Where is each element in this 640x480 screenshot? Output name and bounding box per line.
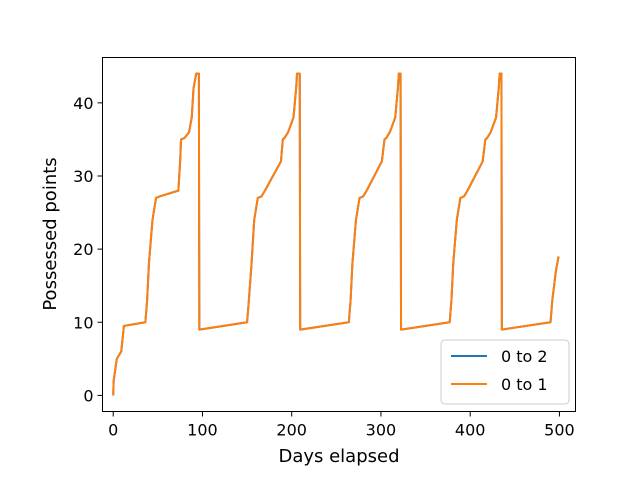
y-axis-title: Possessed points	[40, 157, 61, 310]
legend-label-series-1: 0 to 2	[501, 347, 548, 366]
series-layer	[112, 72, 560, 396]
x-tick-label: 300	[366, 421, 397, 440]
y-tick-label: 20	[73, 240, 93, 259]
plot-frame	[102, 57, 576, 412]
y-tick-label: 40	[73, 94, 93, 113]
x-tick-label: 0	[108, 421, 118, 440]
y-tick-label: 10	[73, 313, 93, 332]
x-tick-label: 200	[276, 421, 307, 440]
y-axis: 0 10 20 30 40	[73, 94, 103, 405]
y-tick-label: 30	[73, 167, 93, 186]
y-tick-label: 0	[83, 386, 93, 405]
legend-label-series-2: 0 to 1	[501, 375, 548, 394]
legend: 0 to 2 0 to 1	[440, 339, 570, 405]
x-tick-label: 400	[455, 421, 486, 440]
series-line-2	[112, 72, 560, 396]
x-axis-title: Days elapsed	[278, 446, 399, 467]
x-tick-label: 100	[187, 421, 218, 440]
x-axis: 0 100 200 300 400 500	[108, 411, 575, 440]
x-tick-label: 500	[544, 421, 575, 440]
